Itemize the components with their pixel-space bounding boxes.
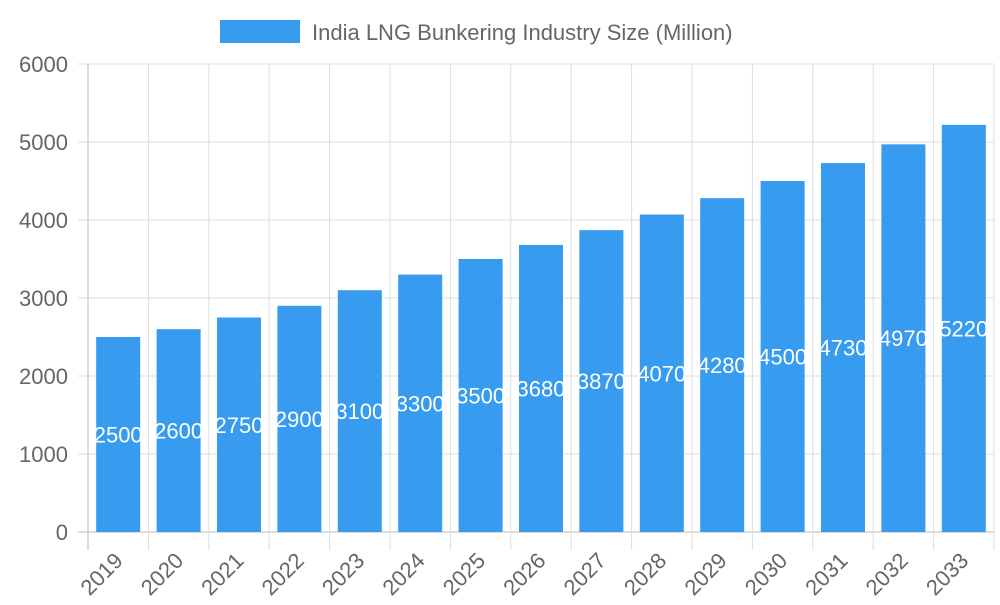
bar [639,214,684,533]
bar [821,163,865,532]
bar [217,317,261,532]
x-tick-label: 2020 [136,548,188,600]
legend-swatch [220,20,300,43]
bar [941,124,986,532]
data-label: 4280 [698,353,747,378]
x-tick-label: 2029 [679,548,731,600]
data-label: 4730 [819,336,868,361]
x-tick-label: 2030 [740,548,792,600]
x-tick-label: 2019 [75,548,127,600]
data-label: 3500 [456,384,505,409]
y-tick-label: 6000 [19,52,68,77]
data-label: 3680 [517,376,566,401]
data-label: 2600 [154,419,203,444]
data-label: 3300 [396,391,445,416]
x-tick-label: 2032 [861,548,913,600]
data-label: 4500 [758,345,807,370]
x-tick-label: 2031 [800,548,852,600]
x-tick-label: 2027 [559,548,611,600]
data-label: 4070 [637,361,686,386]
bar [760,181,805,532]
y-tick-label: 4000 [19,208,68,233]
legend[interactable]: India LNG Bunkering Industry Size (Milli… [220,20,733,45]
bar [458,259,503,532]
bar [700,198,745,532]
data-label: 5220 [939,316,988,341]
data-label: 3870 [577,369,626,394]
x-tick-label: 2023 [317,548,369,600]
bar [156,329,201,532]
x-tick-label: 2025 [438,548,490,600]
y-tick-label: 2000 [19,364,68,389]
y-tick-label: 0 [56,520,68,545]
x-tick-label: 2022 [257,548,309,600]
y-tick-label: 3000 [19,286,68,311]
bar [579,230,624,532]
data-label: 2900 [275,407,324,432]
x-tick-label: 2021 [196,548,248,600]
y-tick-label: 1000 [19,442,68,467]
bar [96,337,141,532]
bar [337,290,382,532]
x-tick-label: 2033 [921,548,973,600]
data-label: 2500 [94,423,143,448]
data-label: 4970 [879,326,928,351]
x-tick-label: 2028 [619,548,671,600]
bar [277,305,322,532]
bar [398,274,443,532]
x-tick-label: 2026 [498,548,550,600]
bar [519,244,563,532]
y-tick-label: 5000 [19,130,68,155]
data-label: 2750 [215,413,264,438]
data-label: 3100 [335,399,384,424]
bar [881,144,926,532]
legend-label: India LNG Bunkering Industry Size (Milli… [312,20,733,45]
x-tick-label: 2024 [377,548,429,600]
